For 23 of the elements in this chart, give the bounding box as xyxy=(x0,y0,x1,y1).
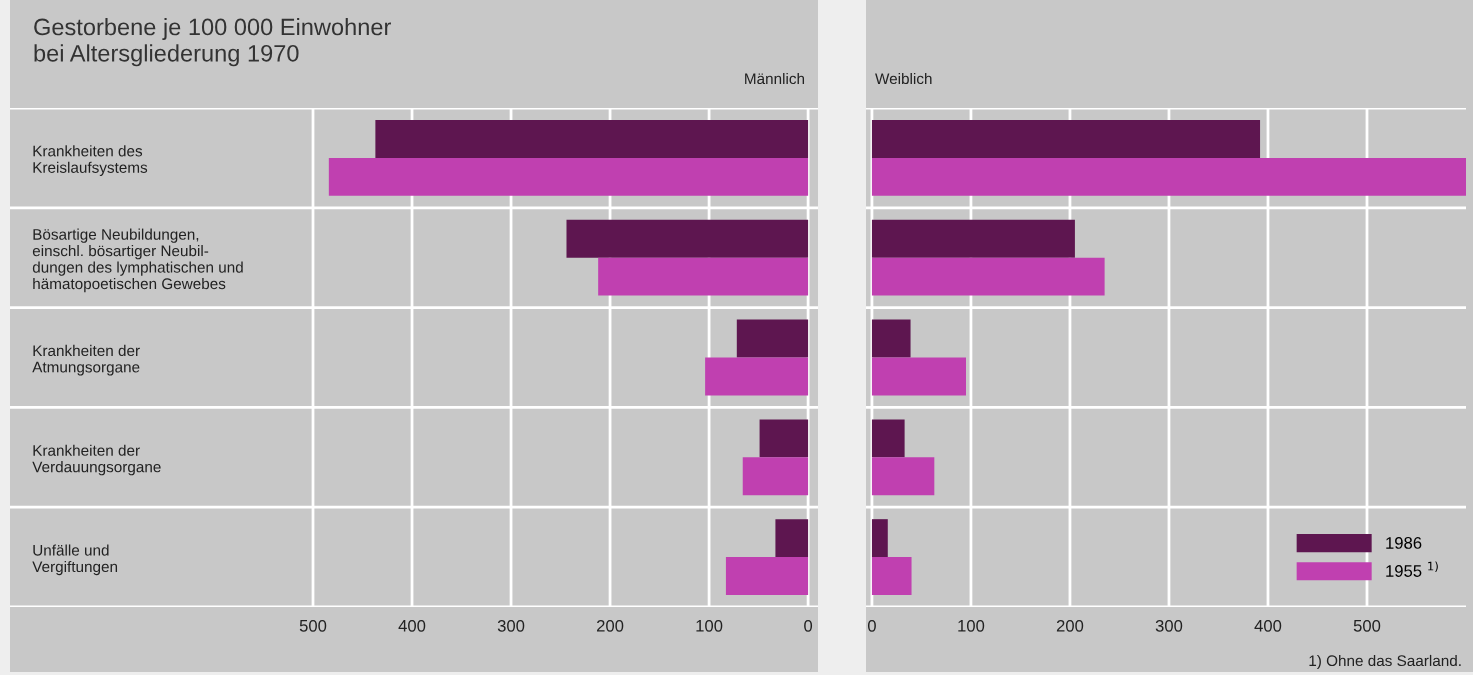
chart-title: Gestorbene je 100 000 Einwohner bei Altersgliederung 1970 xyxy=(34,18,391,67)
x-tick-label: 100 xyxy=(696,619,723,632)
y-tick-label: Krankheiten der Verdauungsorgane xyxy=(32,444,161,476)
x-tick-label: 200 xyxy=(596,619,624,632)
x-tick-label: 500 xyxy=(1353,619,1381,632)
x-tick-label: 200 xyxy=(1056,619,1084,632)
y-tick-label: Bösartige Neubildungen, einschl. bösartiger Neubil- dungen des lymphatischen und hämatopoetischen Gewebes xyxy=(32,228,243,293)
y-tick-label: Unfälle und Vergiftungen xyxy=(32,544,118,576)
y-tick-label: Krankheiten der Atmungsorgane xyxy=(32,344,140,376)
x-tick-label: 500 xyxy=(299,619,327,632)
x-tick-label: 100 xyxy=(958,619,985,632)
x-tick-label: 0 xyxy=(804,619,813,632)
y-tick-label: Krankheiten des Kreislaufsystems xyxy=(33,145,148,176)
x-tick-label: 300 xyxy=(497,619,525,632)
legend-label: 1955 $^{1)}$ xyxy=(1386,561,1438,577)
text: 1) Ohne das Saarland. xyxy=(1309,654,1461,670)
chart-subtitle: Männlich xyxy=(745,72,805,85)
x-tick-label: 400 xyxy=(398,619,426,632)
x-tick-label: 400 xyxy=(1254,619,1282,632)
chart-title: Weiblich xyxy=(875,72,932,85)
x-tick-label: 0 xyxy=(867,619,876,632)
x-tick-label: 300 xyxy=(1155,619,1183,632)
legend-label: 1986 xyxy=(1386,537,1422,549)
